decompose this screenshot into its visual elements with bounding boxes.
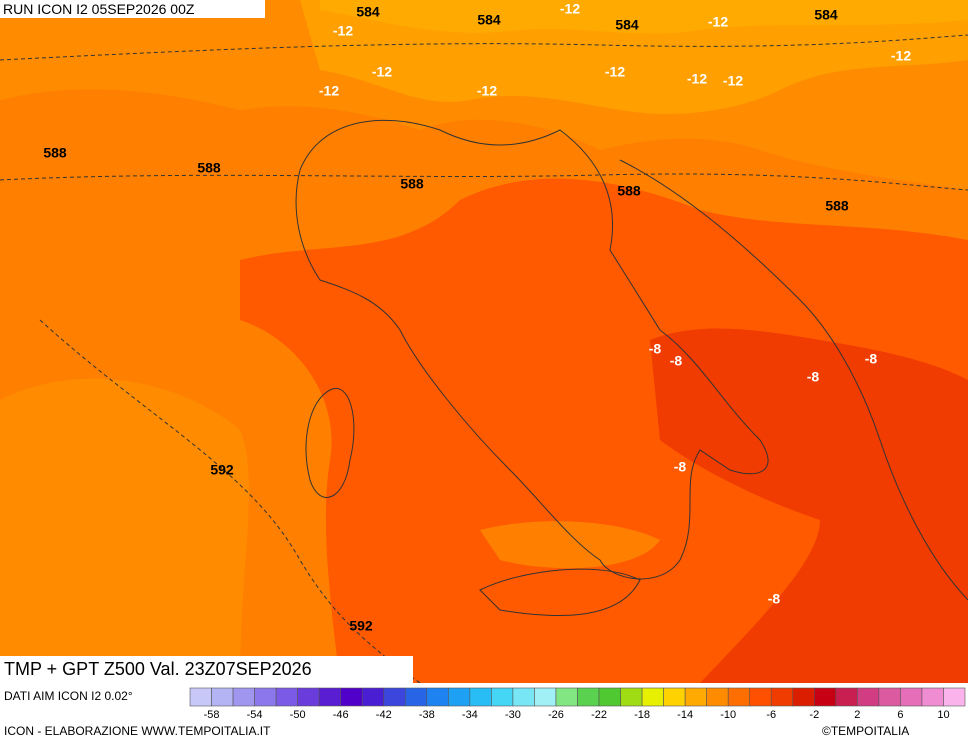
colorbar-swatch [943,687,966,707]
contour-label: 588 [197,160,221,176]
contour-label: -12 [687,71,707,87]
colorbar-tick-label: -38 [419,709,435,721]
contour-label: 592 [210,462,234,478]
contour-label: -8 [670,353,683,369]
colorbar-swatch [297,687,320,707]
contour-label: -12 [477,83,497,99]
colorbar-tick-label: -10 [720,709,736,721]
colorbar-swatch [727,687,751,707]
contour-label: 588 [825,198,849,214]
colorbar-swatch [706,687,729,707]
colorbar-tick-label: -6 [766,709,776,721]
coastline [295,119,769,580]
colorbar-swatch [340,687,363,707]
run-header: RUN ICON I2 05SEP2026 00Z [0,0,265,18]
colorbar-swatch [835,687,858,707]
shade-region [480,521,660,569]
colorbar-tick-label: -2 [809,709,819,721]
colorbar-swatch [534,687,557,707]
colorbar-swatch [641,687,664,707]
contour-label: -12 [605,64,625,80]
colorbar-tick-label: 6 [897,709,903,721]
colorbar-tick-label: -22 [591,709,607,721]
colorbar-swatch [663,687,686,707]
colorbar-swatch [254,687,277,707]
colorbar-swatch [555,687,578,707]
colorbar-tick-label: -26 [548,709,564,721]
contour-label: 584 [477,12,501,28]
colorbar-swatch [426,687,449,707]
colorbar-swatch [814,687,837,707]
colorbar: -58 -54 -50 -46 -42 -38 -34 -30 -26 -22 -18 -14 -10-… [189,687,966,721]
credit-label: ICON - ELABORAZIONE WWW.TEMPOITALIA.IT [4,724,271,738]
contour-label: 588 [400,176,424,192]
contour-label: -12 [723,73,743,89]
colorbar-swatch [275,687,298,707]
colorbar-tick-label: -50 [290,709,306,721]
colorbar-tick-label: -54 [247,709,263,721]
contour-label: 584 [356,4,380,20]
colorbar-tick-label: 2 [854,709,860,721]
colorbar-swatch [792,687,815,707]
colorbar-swatch [900,687,923,707]
colorbar-tick-label: -18 [634,709,650,721]
contour-label: 588 [43,145,67,161]
colorbar-tick-label: -58 [204,709,220,721]
colorbar-tick-label: -34 [462,709,478,721]
colorbar-swatch [232,687,255,707]
colorbar-swatch [512,687,535,707]
contour-label: -12 [708,14,728,30]
colorbar-swatch [469,687,492,707]
colorbar-swatch [684,687,707,707]
contour-label: 584 [814,7,838,23]
colorbar-tick-label: -46 [333,709,349,721]
contour-label: 592 [349,618,373,634]
isohypse [39,319,421,683]
contour-label: -12 [560,1,580,17]
contour-label: -12 [372,64,392,80]
contour-label: -8 [649,341,662,357]
colorbar-tick-label: -42 [376,709,392,721]
colorbar-swatch [404,687,428,707]
contour-label: -8 [865,351,878,367]
copyright-label: ©TEMPOITALIA [822,724,910,738]
colorbar-swatch [598,687,621,707]
map-title: TMP + GPT Z500 Val. 23Z07SEP2026 [0,656,413,683]
contour-label: -12 [333,23,353,39]
colorbar-swatch [770,687,794,707]
shade-region [240,178,968,683]
colorbar-swatch [491,687,514,707]
contour-label: 584 [615,17,639,33]
colorbar-tick-label: 10 [937,709,949,721]
colorbar-swatch [577,687,600,707]
colorbar-swatch [361,687,385,707]
colorbar-tick-label: -14 [677,709,693,721]
coastline [305,387,355,498]
colorbar-swatch [211,687,234,707]
contour-label: -12 [319,83,339,99]
contour-label: 588 [617,183,641,199]
colorbar-swatch [189,687,212,707]
shade-region [320,0,968,34]
contour-label: -12 [891,48,911,64]
colorbar-swatch [318,687,341,707]
coastline [479,568,641,617]
colorbar-swatch [749,687,772,707]
colorbar-swatch [878,687,901,707]
shade-region [650,328,968,683]
source-label: DATI AIM ICON I2 0.02° [4,689,133,703]
coastline [619,159,968,601]
contour-label: -8 [674,459,687,475]
colorbar-swatch [921,687,944,707]
colorbar-swatch [383,687,406,707]
contour-label: -8 [807,369,820,385]
colorbar-swatch [857,687,880,707]
colorbar-tick-label: -30 [505,709,521,721]
colorbar-swatch [448,687,471,707]
shade-region [0,378,249,683]
colorbar-swatch [620,687,643,707]
contour-label: -8 [768,591,781,607]
